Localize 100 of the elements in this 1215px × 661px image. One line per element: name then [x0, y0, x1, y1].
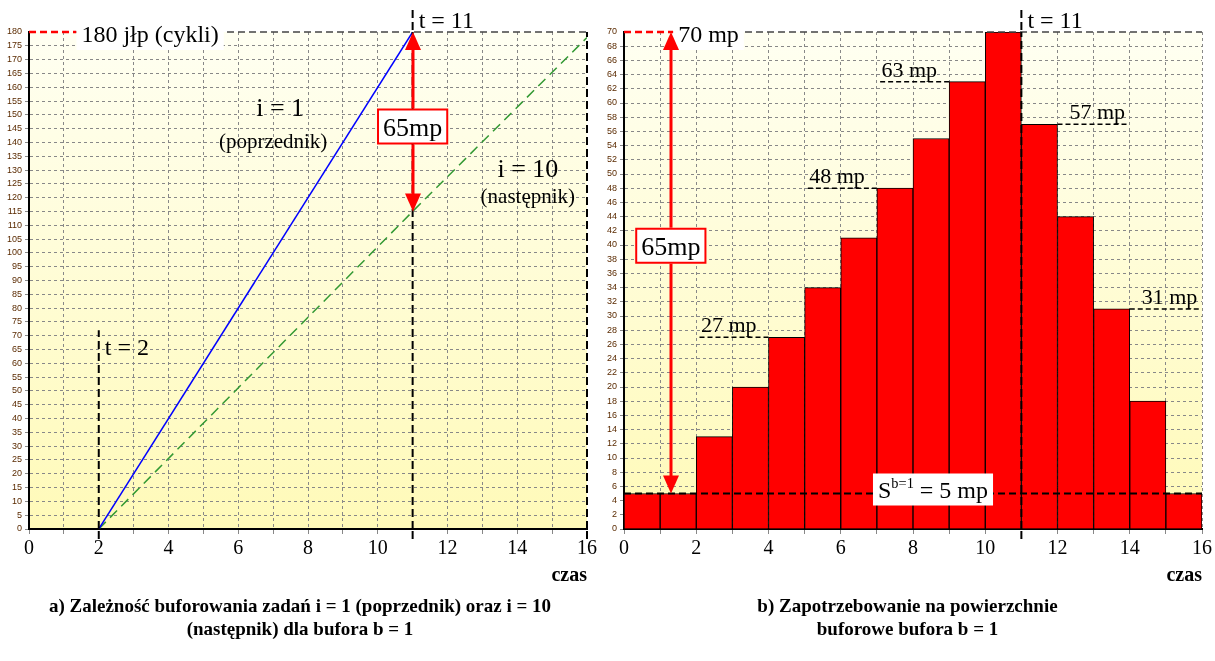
y-tick-label: 4	[612, 495, 618, 506]
y-tick-label: 36	[607, 267, 618, 278]
y-tick-label: 48	[607, 182, 618, 193]
y-tick-label: 150	[6, 109, 23, 120]
y-tick-label: 56	[607, 125, 618, 136]
y-tick-label: 140	[6, 136, 23, 147]
text: b) Zapotrzebowanie na powierzchnie buforowe bufora b = 1	[756, 594, 1059, 640]
y-tick-label: 20	[607, 381, 618, 392]
y-tick-label: 44	[607, 211, 618, 222]
y-tick-label: 50	[12, 385, 23, 396]
text: a) Zależność buforowania zadań i = 1 (poprzednik) oraz i = 10 (następnik) dla bufora b = 1	[47, 594, 553, 640]
y-tick-label: 45	[12, 399, 23, 410]
x-tick-label: 2	[93, 536, 104, 559]
y-tick-label: 80	[12, 302, 23, 313]
y-tick-label: 40	[607, 239, 618, 250]
y-tick-label: 30	[607, 310, 618, 321]
annotation: 57 mp	[1069, 99, 1126, 125]
annotation: (następnik)	[480, 184, 576, 209]
y-tick-label: 155	[6, 95, 23, 106]
y-tick-label: 32	[607, 296, 618, 307]
y-tick-label: 135	[6, 150, 23, 161]
y-tick-label: 6	[612, 480, 618, 491]
y-tick-label: 65	[12, 344, 23, 355]
y-tick-label: 100	[6, 247, 23, 258]
y-tick-label: 130	[6, 164, 23, 175]
x-axis-title: czas	[1166, 563, 1203, 586]
y-tick-label: 90	[12, 274, 23, 285]
y-tick-label: 25	[12, 454, 23, 465]
x-tick-label: 12	[437, 536, 458, 559]
x-tick-label: 16	[1192, 536, 1212, 559]
y-tick-label: 64	[607, 69, 618, 80]
y-tick-label: 58	[607, 111, 618, 122]
y-tick-label: 14	[607, 424, 618, 435]
y-tick-label: 68	[607, 40, 618, 51]
y-tick-label: 40	[12, 413, 23, 424]
y-tick-label: 8	[612, 466, 618, 477]
y-tick-label: 50	[607, 168, 618, 179]
x-tick-label: 10	[975, 536, 996, 559]
y-tick-label: 180	[6, 26, 23, 37]
x-tick-label: 10	[367, 536, 388, 559]
y-tick-label: 5	[17, 509, 23, 520]
annotation: (poprzednik)	[218, 128, 328, 153]
x-tick-label: 14	[1119, 536, 1140, 559]
annotation: 27 mp	[700, 312, 757, 338]
annotation: i = 1	[256, 92, 305, 122]
y-tick-label: 125	[6, 178, 23, 189]
ref-line-label: t = 11	[418, 7, 474, 33]
y-tick-label: 10	[607, 452, 618, 463]
annotation: 48 mp	[809, 163, 865, 189]
annotation: 65mp	[641, 231, 701, 261]
x-tick-label: 14	[507, 536, 528, 559]
y-tick-label: 120	[6, 192, 23, 203]
y-tick-label: 0	[612, 523, 618, 534]
y-tick-label: 20	[12, 468, 23, 479]
y-tick-label: 160	[6, 81, 23, 92]
y-tick-label: 60	[607, 97, 618, 108]
y-tick-label: 70	[607, 26, 618, 37]
ref-line-label: 70 mp	[678, 21, 739, 48]
ref-line-label: 180 jłp (cykli)	[81, 21, 219, 48]
ref-line-label: t = 11	[1027, 7, 1083, 33]
y-tick-label: 28	[607, 324, 618, 335]
y-tick-label: 42	[607, 225, 618, 236]
y-tick-label: 70	[12, 330, 23, 341]
annotation: 65mp	[383, 112, 443, 142]
x-tick-label: 12	[1047, 536, 1068, 559]
y-tick-label: 110	[7, 219, 23, 230]
y-tick-label: 0	[17, 523, 23, 534]
y-tick-label: 52	[607, 154, 618, 165]
y-tick-label: 34	[607, 282, 618, 293]
x-tick-label: 4	[763, 536, 774, 559]
y-tick-label: 145	[6, 123, 23, 134]
x-tick-label: 6	[835, 536, 846, 559]
y-tick-label: 22	[607, 367, 618, 378]
y-tick-label: 10	[12, 495, 23, 506]
y-tick-label: 175	[6, 40, 23, 51]
y-tick-label: 2	[612, 509, 618, 520]
y-tick-label: 165	[6, 67, 23, 78]
annotation: 63 mp	[881, 56, 938, 82]
y-tick-label: 170	[6, 54, 23, 65]
y-tick-label: 105	[6, 233, 23, 244]
x-axis-title: czas	[551, 563, 588, 586]
y-tick-label: 46	[607, 196, 618, 207]
y-tick-label: 35	[12, 426, 23, 437]
y-tick-label: 54	[607, 140, 618, 151]
ref-line-label: t = 2	[104, 334, 149, 361]
y-tick-label: 85	[12, 288, 23, 299]
y-tick-label: 12	[607, 438, 618, 449]
y-tick-label: 55	[12, 371, 23, 382]
y-tick-label: 95	[12, 261, 23, 272]
x-tick-label: 6	[233, 536, 244, 559]
annotation: 31 mp	[1141, 283, 1198, 309]
y-tick-label: 26	[607, 338, 618, 349]
y-tick-label: 66	[607, 54, 618, 65]
y-tick-label: 16	[607, 409, 618, 420]
y-tick-label: 62	[607, 83, 618, 94]
annotation: i = 10	[497, 153, 559, 183]
y-tick-label: 38	[607, 253, 618, 264]
x-tick-label: 2	[691, 536, 702, 559]
x-tick-label: 4	[163, 536, 174, 559]
x-tick-label: 8	[908, 536, 919, 559]
